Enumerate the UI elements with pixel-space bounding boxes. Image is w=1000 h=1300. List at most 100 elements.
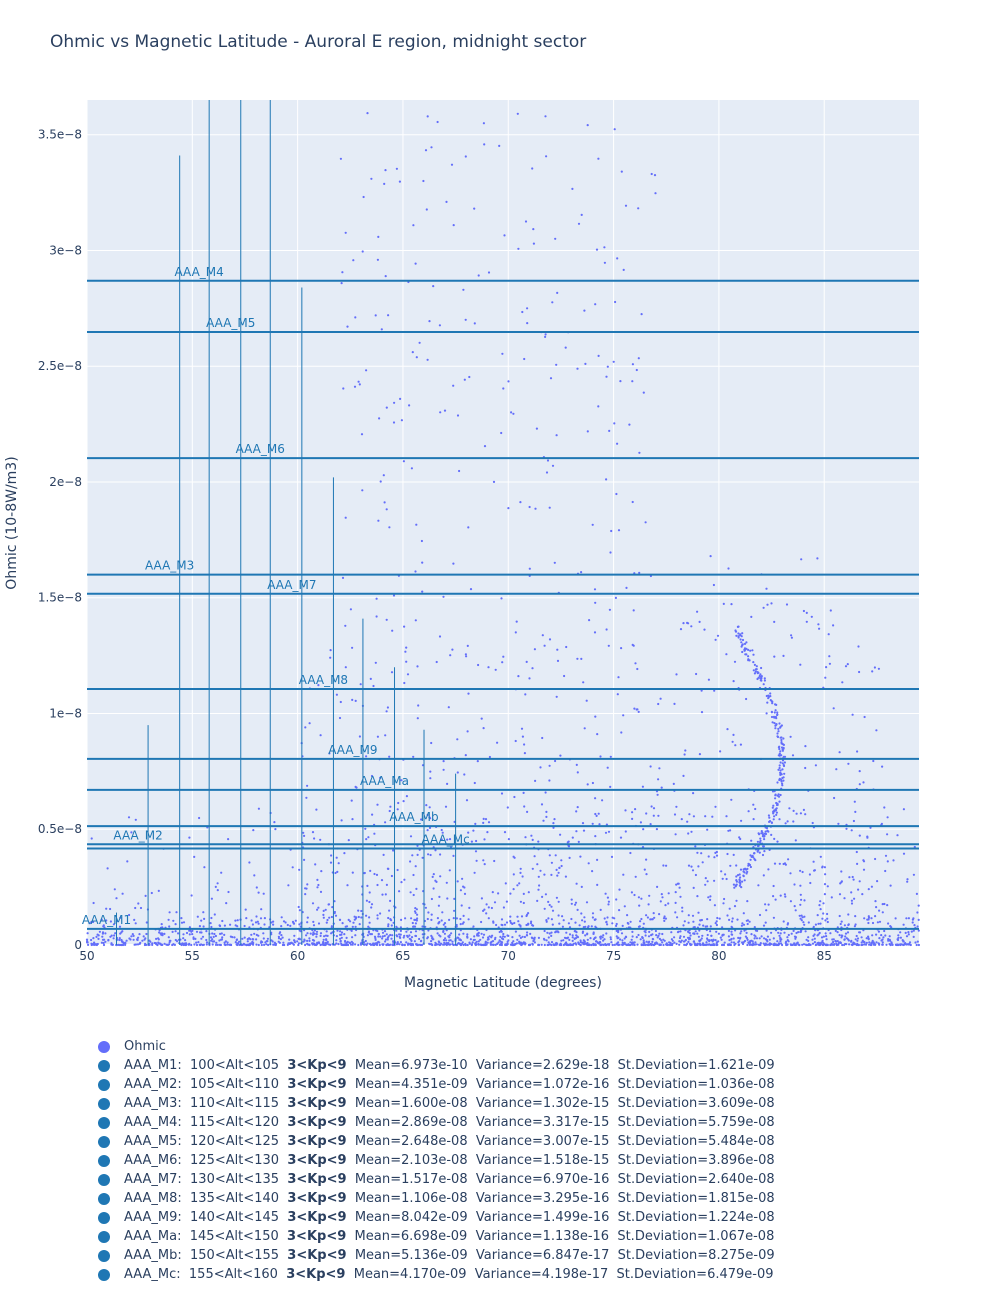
legend-item[interactable]: AAA_M9: 140<Alt<145 3<Kp<9 Mean=8.042e-0… <box>98 1208 775 1227</box>
ohmic-point <box>365 899 368 902</box>
ohmic-point <box>188 926 191 929</box>
ohmic-point <box>168 911 171 914</box>
ohmic-point <box>870 943 873 947</box>
legend-item[interactable]: Ohmic <box>98 1037 775 1056</box>
ohmic-point <box>589 937 592 940</box>
legend-item[interactable]: AAA_M1: 100<Alt<105 3<Kp<9 Mean=6.973e-1… <box>98 1056 775 1075</box>
legend-item[interactable]: AAA_M2: 105<Alt<110 3<Kp<9 Mean=4.351e-0… <box>98 1075 775 1094</box>
ohmic-point <box>864 943 867 946</box>
ohmic-point <box>874 943 877 947</box>
ohmic-point <box>776 732 779 735</box>
ohmic-point <box>607 830 611 833</box>
ohmic-point <box>716 634 720 637</box>
ohmic-point <box>689 943 692 947</box>
ohmic-point <box>610 855 614 859</box>
ohmic-point <box>464 653 467 656</box>
ohmic-point <box>422 179 425 183</box>
ohmic-point <box>727 829 730 832</box>
ohmic-point <box>738 873 741 876</box>
ohmic-point <box>434 941 437 944</box>
legend-item[interactable]: AAA_M5: 120<Alt<125 3<Kp<9 Mean=2.648e-0… <box>98 1132 775 1151</box>
ohmic-point <box>594 943 597 946</box>
ohmic-point <box>689 934 692 937</box>
ohmic-point <box>145 932 148 936</box>
legend-item[interactable]: AAA_M6: 125<Alt<130 3<Kp<9 Mean=2.103e-0… <box>98 1151 775 1170</box>
ohmic-point <box>289 924 292 928</box>
ohmic-point <box>593 631 597 634</box>
ohmic-point <box>509 919 512 923</box>
ohmic-point <box>477 274 480 277</box>
ohmic-point <box>349 941 352 945</box>
ohmic-point <box>330 915 333 919</box>
ohmic-point <box>706 880 709 883</box>
ohmic-point <box>333 943 336 946</box>
ohmic-point <box>915 943 918 947</box>
ohmic-point <box>812 934 815 938</box>
ohmic-point <box>256 920 259 923</box>
ohmic-point <box>485 912 488 915</box>
ohmic-point <box>854 915 857 918</box>
ohmic-point <box>482 821 485 825</box>
ohmic-point <box>642 939 645 942</box>
ohmic-point <box>745 697 748 701</box>
ohmic-point <box>883 929 886 933</box>
ohmic-point <box>502 932 505 936</box>
ohmic-point <box>658 932 661 935</box>
legend-item[interactable]: AAA_M7: 130<Alt<135 3<Kp<9 Mean=1.517e-0… <box>98 1170 775 1189</box>
ohmic-point <box>799 917 802 920</box>
ohmic-point <box>554 237 557 240</box>
ohmic-point <box>816 942 819 945</box>
ohmic-point <box>245 917 248 920</box>
ohmic-point <box>315 933 318 936</box>
ohmic-point <box>607 644 610 647</box>
legend-item[interactable]: AAA_M4: 115<Alt<120 3<Kp<9 Mean=2.869e-0… <box>98 1113 775 1132</box>
ohmic-point <box>747 810 750 813</box>
legend-item[interactable]: AAA_Ma: 145<Alt<150 3<Kp<9 Mean=6.698e-0… <box>98 1227 775 1246</box>
ohmic-point <box>413 940 416 943</box>
ohmic-point <box>448 918 451 922</box>
ohmic-point <box>439 853 442 856</box>
ohmic-point <box>725 815 728 818</box>
ohmic-point <box>584 942 587 945</box>
legend-item[interactable]: AAA_Mb: 150<Alt<155 3<Kp<9 Mean=5.136e-0… <box>98 1246 775 1265</box>
ohmic-point <box>765 938 768 942</box>
ohmic-point <box>779 736 782 739</box>
ohmic-point <box>621 939 624 942</box>
ohmic-point <box>765 827 769 830</box>
ohmic-point <box>386 936 389 939</box>
ohmic-point <box>198 816 201 820</box>
legend-item[interactable]: AAA_M3: 110<Alt<115 3<Kp<9 Mean=1.600e-0… <box>98 1094 775 1113</box>
ohmic-point <box>113 888 116 891</box>
ohmic-point <box>432 887 435 890</box>
ohmic-point <box>216 943 219 947</box>
ohmic-point <box>446 782 449 786</box>
ohmic-point <box>834 939 837 943</box>
ohmic-point <box>396 941 399 944</box>
ohmic-point <box>632 609 635 612</box>
ohmic-point <box>851 713 854 716</box>
ohmic-point <box>398 180 401 183</box>
ohmic-point <box>715 920 718 923</box>
ohmic-point <box>698 753 702 756</box>
ohmic-point <box>667 902 670 905</box>
ohmic-point <box>582 939 585 942</box>
ohmic-point <box>499 935 502 939</box>
ohmic-point <box>753 663 757 667</box>
ohmic-point <box>832 940 835 944</box>
band-annotation: AAA_M4 <box>175 265 224 279</box>
ohmic-point <box>803 899 806 902</box>
ohmic-point <box>448 936 451 939</box>
ohmic-point <box>754 670 757 673</box>
ohmic-point <box>414 262 417 265</box>
ohmic-point <box>524 836 527 839</box>
legend-item[interactable]: AAA_Mc: 155<Alt<160 3<Kp<9 Mean=4.170e-0… <box>98 1265 775 1284</box>
ohmic-point <box>214 943 218 947</box>
ohmic-point <box>782 779 785 782</box>
ohmic-point <box>395 929 398 932</box>
ohmic-point <box>783 761 787 764</box>
ohmic-point <box>316 908 319 911</box>
ohmic-point <box>742 923 746 926</box>
legend-item[interactable]: AAA_M8: 135<Alt<140 3<Kp<9 Mean=1.106e-0… <box>98 1189 775 1208</box>
ohmic-point <box>730 930 733 933</box>
ohmic-point <box>699 919 702 922</box>
